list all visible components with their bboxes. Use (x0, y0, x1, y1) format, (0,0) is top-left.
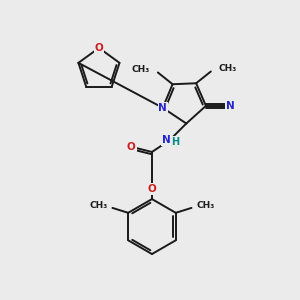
Text: CH₃: CH₃ (89, 201, 108, 210)
Text: N: N (162, 135, 171, 145)
Text: CH₃: CH₃ (132, 65, 150, 74)
Text: CH₃: CH₃ (219, 64, 237, 73)
Text: O: O (127, 142, 136, 152)
Text: CH₃: CH₃ (196, 201, 214, 210)
Text: N: N (158, 103, 167, 113)
Text: O: O (94, 43, 103, 53)
Text: N: N (226, 101, 235, 111)
Text: H: H (172, 137, 180, 147)
Text: O: O (148, 184, 156, 194)
